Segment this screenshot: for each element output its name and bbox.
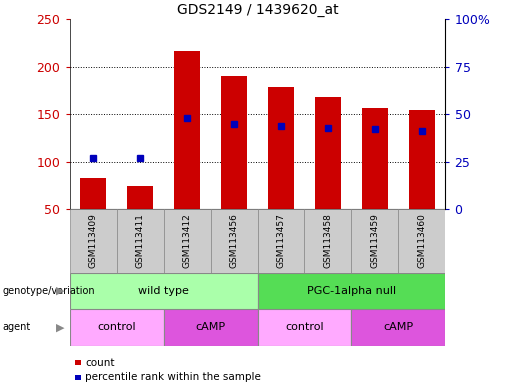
Text: GSM113459: GSM113459	[370, 214, 380, 268]
Bar	[127, 185, 153, 209]
Text: wild type: wild type	[138, 286, 189, 296]
Bar	[409, 111, 435, 209]
Bar	[362, 108, 388, 209]
Text: ▶: ▶	[56, 286, 64, 296]
Bar	[116, 209, 164, 273]
Text: GSM113409: GSM113409	[89, 214, 97, 268]
Bar	[304, 209, 352, 273]
Bar	[258, 309, 351, 346]
Text: GSM113456: GSM113456	[230, 214, 238, 268]
Text: control: control	[285, 322, 324, 333]
Text: percentile rank within the sample: percentile rank within the sample	[85, 372, 262, 382]
Text: GSM113412: GSM113412	[182, 214, 192, 268]
Bar	[399, 209, 445, 273]
Bar	[221, 76, 247, 209]
Bar	[351, 209, 399, 273]
Bar	[351, 309, 445, 346]
Bar	[211, 209, 258, 273]
Bar	[164, 309, 258, 346]
Text: ▶: ▶	[56, 322, 64, 333]
Bar	[315, 97, 341, 209]
Bar	[70, 273, 258, 309]
Text: PGC-1alpha null: PGC-1alpha null	[307, 286, 396, 296]
Text: genotype/variation: genotype/variation	[3, 286, 95, 296]
Bar	[258, 273, 445, 309]
Bar	[70, 309, 164, 346]
Bar	[164, 209, 211, 273]
Text: agent: agent	[3, 322, 31, 333]
Bar	[268, 87, 294, 209]
Bar	[174, 51, 200, 209]
Text: GSM113457: GSM113457	[277, 214, 285, 268]
Title: GDS2149 / 1439620_at: GDS2149 / 1439620_at	[177, 3, 338, 17]
Text: cAMP: cAMP	[196, 322, 226, 333]
Text: GSM113458: GSM113458	[323, 214, 333, 268]
Text: GSM113460: GSM113460	[418, 214, 426, 268]
Text: count: count	[85, 358, 115, 368]
Text: control: control	[97, 322, 136, 333]
Bar	[80, 178, 106, 209]
Text: GSM113411: GSM113411	[135, 214, 145, 268]
Bar	[258, 209, 304, 273]
Bar	[70, 209, 116, 273]
Text: cAMP: cAMP	[384, 322, 414, 333]
